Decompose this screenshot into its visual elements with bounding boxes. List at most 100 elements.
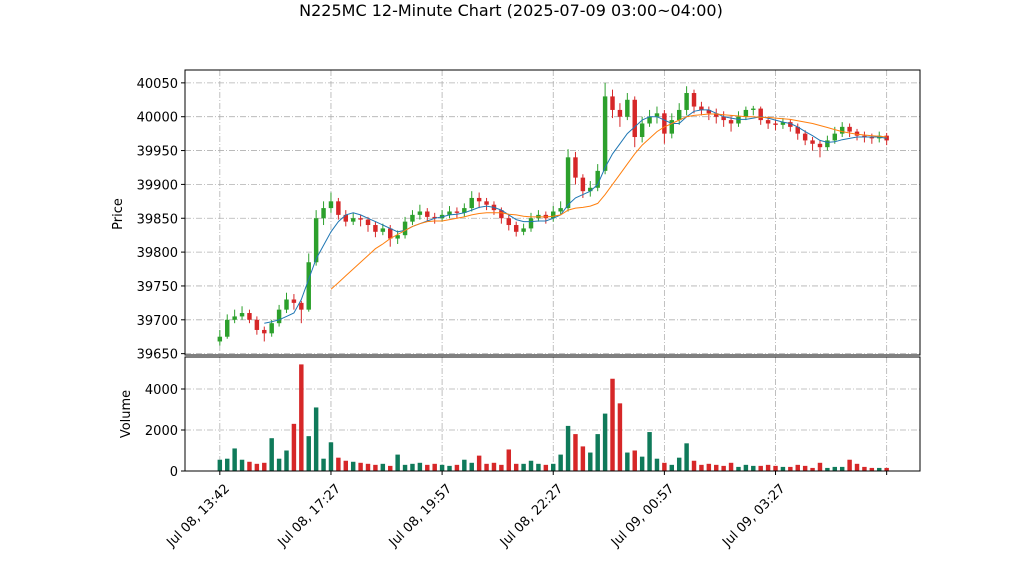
volume-bar [491, 462, 497, 471]
candle-body [365, 219, 371, 226]
candle-body [328, 201, 334, 209]
candle-body [632, 99, 637, 138]
volume-tick-label: 4000 [145, 383, 178, 398]
volume-bar [795, 464, 800, 471]
candle-body [691, 93, 697, 107]
candle-body [469, 197, 474, 209]
volume-axis-label: Volume [119, 390, 134, 438]
candle-body [284, 299, 289, 310]
candle-body [862, 135, 867, 138]
candle-body [758, 108, 763, 121]
volume-bar [602, 413, 608, 471]
candle-body [388, 228, 393, 239]
candle-body [276, 309, 282, 324]
candle-body [788, 122, 793, 127]
volume-bar [247, 461, 252, 471]
volume-bar [284, 450, 289, 471]
volume-bar [462, 459, 467, 471]
volume-bar [862, 466, 867, 471]
candle-body [358, 218, 363, 220]
volume-bar [573, 434, 578, 471]
volume-bar [825, 467, 830, 471]
candle-body [350, 218, 356, 222]
candle-body [476, 197, 482, 202]
candle-body [528, 218, 534, 229]
candle-body [373, 225, 378, 232]
volume-bar [521, 463, 526, 471]
candle-body [410, 214, 415, 222]
volume-bar [802, 465, 808, 471]
volume-bar [447, 465, 452, 471]
volume-bar [706, 463, 712, 471]
volume-bar [728, 462, 734, 471]
volume-bar [884, 467, 889, 471]
y-tick-label: 39850 [137, 212, 178, 227]
volume-bar [543, 464, 549, 471]
volume-bar [684, 443, 689, 471]
volume-bar [773, 465, 778, 471]
volume-bar [373, 464, 378, 471]
y-tick-label: 40050 [137, 77, 178, 92]
volume-bar [484, 463, 489, 471]
volume-bar [365, 463, 371, 471]
candle-body [714, 113, 719, 117]
candle-body [521, 228, 526, 232]
volume-bar [313, 407, 319, 471]
volume-bar [528, 460, 534, 471]
candle-body [313, 218, 319, 263]
x-tick-label: Jul 09, 03:27 [719, 481, 788, 550]
candle-body [847, 126, 852, 132]
candle-body [610, 96, 615, 110]
x-tick-label: Jul 08, 13:42 [164, 481, 233, 550]
candle-body [602, 96, 608, 171]
volume-bar [321, 458, 326, 471]
volume-bar [758, 465, 763, 471]
volume-bar [417, 462, 423, 471]
candle-body [254, 319, 260, 330]
candle-body [588, 187, 593, 192]
volume-bar [432, 463, 437, 471]
y-tick-label: 39700 [137, 314, 178, 329]
candle-body [513, 225, 519, 232]
volume-bar [647, 432, 652, 471]
volume-bar [410, 463, 415, 471]
candle-body [825, 140, 830, 148]
candle-body [736, 116, 741, 124]
volume-bar [817, 462, 823, 471]
volume-bar [617, 403, 623, 471]
candle-body [662, 113, 667, 134]
price-frame [184, 69, 921, 356]
candle-body [239, 313, 245, 317]
candle-body [654, 113, 660, 117]
volume-bar [765, 464, 771, 471]
candle-body [743, 109, 749, 117]
volume-bar [632, 450, 637, 471]
volume-bar [276, 458, 282, 471]
volume-bar [232, 448, 237, 471]
volume-bar [469, 462, 474, 471]
candle-body [795, 126, 800, 134]
y-tick-label: 39750 [137, 280, 178, 295]
y-tick-label: 39800 [137, 246, 178, 261]
volume-bar [743, 464, 749, 471]
volume-bar [425, 464, 430, 471]
candle-body [380, 228, 386, 232]
candle-body [506, 218, 512, 226]
moving-average-line [264, 109, 887, 324]
volume-bar [402, 464, 408, 471]
volume-bar [499, 464, 504, 471]
volume-bar [625, 452, 630, 471]
volume-bar [269, 438, 274, 471]
candle-body [810, 140, 815, 144]
volume-bar [336, 457, 341, 471]
x-tick-label: Jul 08, 17:27 [275, 481, 344, 550]
x-tick-label: Jul 08, 22:27 [497, 481, 566, 550]
volume-bar [847, 459, 852, 471]
volume-bar [691, 460, 697, 471]
candle-body [217, 336, 223, 342]
volume-bar [639, 456, 645, 471]
volume-bar [676, 457, 682, 471]
volume-bar [239, 459, 245, 471]
candle-body [765, 120, 771, 124]
